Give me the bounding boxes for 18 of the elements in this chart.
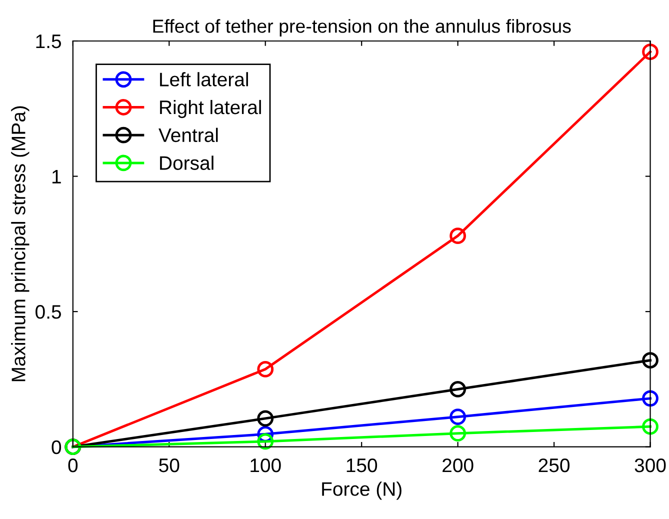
x-tick-label: 200 bbox=[442, 458, 474, 472]
y-tick-label: 1.5 bbox=[36, 34, 61, 48]
legend-label: Dorsal bbox=[160, 156, 214, 170]
x-tick-label: 300 bbox=[634, 458, 666, 472]
x-axis-title: Force (N) bbox=[322, 482, 402, 500]
x-tick-label: 100 bbox=[250, 458, 281, 472]
legend-label: Left lateral bbox=[160, 72, 248, 86]
y-tick-label: 0 bbox=[52, 440, 62, 454]
y-tick-label: 0.5 bbox=[36, 305, 61, 319]
x-tick-label: 0 bbox=[68, 458, 78, 472]
x-tick-label: 50 bbox=[159, 458, 180, 472]
y-tick-label: 1 bbox=[52, 170, 61, 184]
y-axis-title: Maximum principal stress (MPa) bbox=[11, 106, 30, 382]
legend-label: Ventral bbox=[158, 128, 218, 142]
legend-label: Right lateral bbox=[160, 100, 261, 118]
chart-title: Effect of tether pre-tension on the annulus fibrosus bbox=[153, 19, 571, 37]
x-tick-label: 150 bbox=[346, 458, 378, 472]
x-tick-label: 250 bbox=[538, 458, 570, 472]
